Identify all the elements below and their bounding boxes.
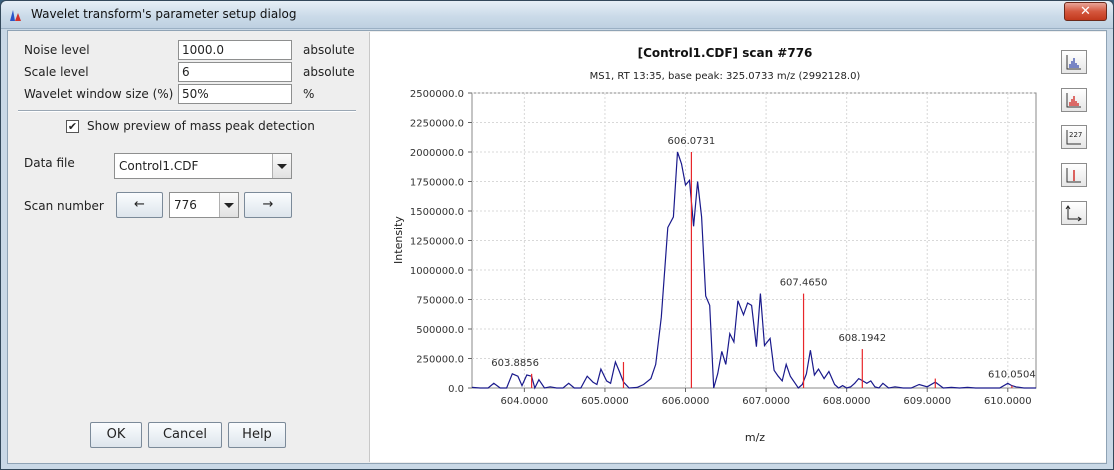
parameters-panel: Noise level absolute Scale level absolut… [8, 31, 368, 463]
cancel-button[interactable]: Cancel [148, 422, 222, 448]
peak-annotation: 610.0504 [988, 370, 1036, 381]
title-bar[interactable]: Wavelet transform's parameter setup dial… [1, 1, 1113, 29]
chart-subtitle: MS1, RT 13:35, base peak: 325.0733 m/z (… [590, 71, 861, 82]
peak-picking-icon [1066, 168, 1081, 183]
wavelet-window-input[interactable] [178, 84, 292, 104]
y-tick-label: 250000.0 [416, 355, 464, 366]
noise-level-unit: absolute [303, 43, 355, 57]
y-tick-label: 1750000.0 [410, 178, 464, 189]
scale-level-unit: absolute [303, 65, 355, 79]
peak-annotation: 607.4650 [780, 278, 828, 289]
noise-level-label: Noise level [24, 43, 90, 57]
y-axis-label: Intensity [392, 216, 405, 264]
scan-number-label: Scan number [24, 199, 104, 213]
x-axis-label: m/z [745, 431, 765, 444]
data-file-label: Data file [24, 156, 75, 170]
previous-scan-button[interactable]: ← [116, 192, 163, 218]
x-tick-label: 605.0000 [581, 396, 629, 407]
x-tick-label: 610.0000 [984, 396, 1032, 407]
y-tick-label: 750000.0 [416, 296, 464, 307]
noise-level-input[interactable] [178, 40, 292, 60]
help-button[interactable]: Help [228, 422, 286, 448]
annotations-icon: 227 [1066, 130, 1082, 145]
close-button[interactable]: ✕ [1064, 2, 1107, 21]
wavelet-window-label: Wavelet window size (%) [24, 87, 174, 101]
scale-level-label: Scale level [24, 65, 89, 79]
chart-title: [Control1.CDF] scan #776 [638, 46, 813, 60]
next-scan-button[interactable]: → [244, 192, 292, 218]
x-tick-label: 607.0000 [742, 396, 790, 407]
dialog-content: Noise level absolute Scale level absolut… [7, 30, 1107, 464]
preview-checkbox[interactable]: ✔ [66, 120, 79, 133]
data-points-icon [1066, 93, 1081, 108]
data-points-button[interactable] [1061, 88, 1087, 112]
scan-number-select[interactable]: 776 [169, 192, 239, 218]
y-tick-label: 2250000.0 [410, 119, 464, 130]
axes-icon [1065, 205, 1082, 222]
chevron-down-icon[interactable] [219, 193, 238, 217]
data-file-value: Control1.CDF [119, 159, 199, 173]
spectrum-chart[interactable]: 0.0 250000.0 500000.0 750000.0 1000000.0 1250… [370, 32, 1055, 462]
wavelet-window-unit: % [303, 87, 315, 101]
peak-annotation: 603.8856 [491, 358, 539, 369]
x-tick-label: 604.0000 [501, 396, 549, 407]
preview-checkbox-label[interactable]: Show preview of mass peak detection [87, 119, 315, 133]
data-file-select[interactable]: Control1.CDF [114, 153, 292, 179]
y-tick-label: 1000000.0 [410, 266, 464, 277]
y-tick-label: 0.0 [448, 384, 464, 395]
scale-level-input[interactable] [178, 62, 292, 82]
profile-spectrum-line [471, 151, 1036, 390]
annotations-glyph: 227 [1069, 131, 1082, 139]
peak-annotation: 608.1942 [838, 333, 886, 344]
window-title: Wavelet transform's parameter setup dial… [31, 7, 297, 21]
separator [18, 110, 356, 112]
app-icon [10, 10, 21, 21]
x-tick-label: 609.0000 [903, 396, 951, 407]
axes-button[interactable] [1061, 201, 1087, 225]
x-tick-label: 606.0000 [662, 396, 710, 407]
scan-number-value: 776 [174, 198, 197, 212]
y-tick-label: 500000.0 [416, 325, 464, 336]
x-tick-label: 608.0000 [823, 396, 871, 407]
spectrum-preview-panel: 0.0 250000.0 500000.0 750000.0 1000000.0 1250… [369, 32, 1106, 462]
peak-annotation: 606.0731 [668, 136, 716, 147]
continuous-mode-button[interactable] [1061, 50, 1087, 74]
continuous-mode-icon [1066, 55, 1081, 70]
y-tick-label: 1500000.0 [410, 207, 464, 218]
peak-picking-button[interactable] [1061, 163, 1087, 187]
y-tick-label: 2500000.0 [410, 89, 464, 100]
y-tick-label: 2000000.0 [410, 148, 464, 159]
annotations-button[interactable]: 227 [1061, 125, 1087, 149]
ok-button[interactable]: OK [90, 422, 142, 448]
y-tick-label: 1250000.0 [410, 237, 464, 248]
chevron-down-icon[interactable] [272, 154, 291, 178]
